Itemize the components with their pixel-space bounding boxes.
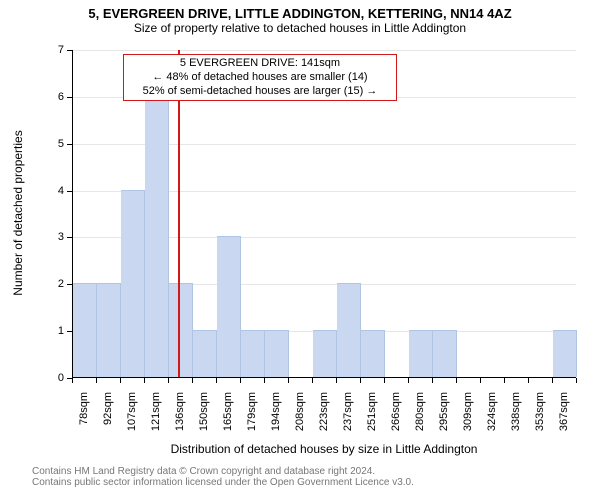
x-tick	[456, 378, 457, 383]
x-tick-label: 309sqm	[462, 392, 474, 452]
y-tick-label: 7	[44, 44, 64, 56]
x-tick	[96, 378, 97, 383]
x-tick-label: 107sqm	[126, 392, 138, 452]
x-tick	[216, 378, 217, 383]
x-tick-label: 223sqm	[318, 392, 330, 452]
x-tick	[408, 378, 409, 383]
bar	[553, 330, 577, 377]
y-tick-label: 1	[44, 325, 64, 337]
x-tick	[504, 378, 505, 383]
bar	[145, 96, 169, 377]
footer-line: Contains public sector information licen…	[32, 477, 600, 488]
y-tick-label: 3	[44, 231, 64, 243]
x-tick	[312, 378, 313, 383]
x-tick	[336, 378, 337, 383]
bar	[433, 330, 457, 377]
x-tick-label: 280sqm	[414, 392, 426, 452]
x-tick	[120, 378, 121, 383]
y-tick	[67, 50, 72, 51]
x-tick-label: 121sqm	[150, 392, 162, 452]
annotation-line: ← 48% of detached houses are smaller (14…	[128, 71, 392, 85]
x-tick	[168, 378, 169, 383]
y-tick	[67, 144, 72, 145]
x-tick-label: 266sqm	[390, 392, 402, 452]
x-tick	[144, 378, 145, 383]
bar	[73, 283, 97, 377]
x-tick-label: 353sqm	[534, 392, 546, 452]
x-tick	[552, 378, 553, 383]
bar	[121, 190, 145, 377]
x-tick-label: 150sqm	[198, 392, 210, 452]
y-axis-label: Number of detached properties	[11, 49, 25, 377]
annotation-line: 52% of semi-detached houses are larger (…	[128, 85, 392, 99]
x-tick	[480, 378, 481, 383]
y-tick-label: 6	[44, 91, 64, 103]
x-tick-label: 251sqm	[366, 392, 378, 452]
x-tick	[240, 378, 241, 383]
bar	[265, 330, 289, 377]
x-tick	[360, 378, 361, 383]
x-tick	[192, 378, 193, 383]
annotation-box: 5 EVERGREEN DRIVE: 141sqm← 48% of detach…	[123, 54, 397, 101]
x-tick	[528, 378, 529, 383]
x-tick	[264, 378, 265, 383]
x-tick-label: 324sqm	[486, 392, 498, 452]
y-tick-label: 0	[44, 372, 64, 384]
y-tick	[67, 191, 72, 192]
x-tick	[288, 378, 289, 383]
x-tick-label: 179sqm	[246, 392, 258, 452]
y-tick-label: 4	[44, 185, 64, 197]
footer-line: Contains HM Land Registry data © Crown c…	[32, 466, 600, 477]
x-tick-label: 136sqm	[174, 392, 186, 452]
x-tick-label: 92sqm	[102, 392, 114, 452]
x-tick	[72, 378, 73, 383]
bar	[97, 283, 121, 377]
x-tick-label: 338sqm	[510, 392, 522, 452]
y-tick	[67, 237, 72, 238]
y-tick-label: 5	[44, 138, 64, 150]
chart-footer: Contains HM Land Registry data © Crown c…	[32, 466, 600, 488]
x-tick	[384, 378, 385, 383]
gridline	[73, 50, 576, 51]
x-tick	[576, 378, 577, 383]
x-tick-label: 165sqm	[222, 392, 234, 452]
plot-area: 5 EVERGREEN DRIVE: 141sqm← 48% of detach…	[72, 50, 576, 378]
plot-wrap: 5 EVERGREEN DRIVE: 141sqm← 48% of detach…	[0, 0, 600, 500]
x-tick-label: 208sqm	[294, 392, 306, 452]
y-tick	[67, 331, 72, 332]
x-tick-label: 295sqm	[438, 392, 450, 452]
x-tick-label: 367sqm	[558, 392, 570, 452]
x-tick-label: 237sqm	[342, 392, 354, 452]
y-tick	[67, 284, 72, 285]
annotation-line: 5 EVERGREEN DRIVE: 141sqm	[128, 57, 392, 71]
bar	[337, 283, 361, 377]
x-tick	[432, 378, 433, 383]
y-tick	[67, 97, 72, 98]
bar	[409, 330, 433, 377]
bar	[313, 330, 337, 377]
bar	[361, 330, 385, 377]
bar	[217, 236, 241, 377]
y-tick-label: 2	[44, 278, 64, 290]
bar	[169, 283, 193, 377]
bar	[241, 330, 265, 377]
bar	[193, 330, 217, 377]
x-tick-label: 78sqm	[78, 392, 90, 452]
x-tick-label: 194sqm	[270, 392, 282, 452]
